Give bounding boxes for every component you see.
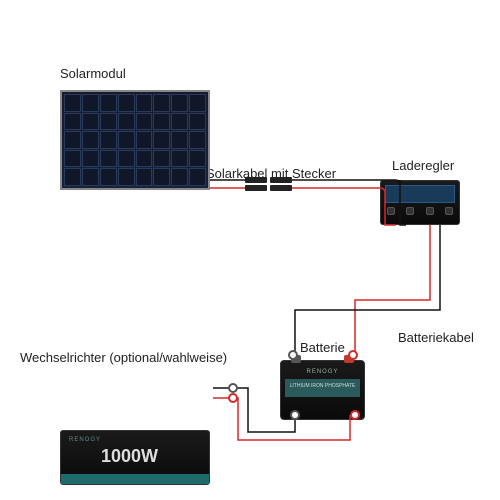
ring-terminal-neg-icon xyxy=(228,383,238,393)
controller-screen xyxy=(385,185,455,203)
controller-label: Laderegler xyxy=(392,158,454,173)
inverter-brand: RENOGY xyxy=(69,437,101,443)
battery-brand: RENOGY xyxy=(281,369,364,375)
ring-terminal-pos-icon xyxy=(348,350,358,360)
charge-controller xyxy=(380,180,460,225)
battery-sublabel: LITHIUM IRON PHOSPHATE xyxy=(285,379,360,397)
ring-terminal-pos-icon xyxy=(350,410,360,420)
inverter-wattage: 1000W xyxy=(101,446,158,467)
ring-terminal-neg-icon xyxy=(290,410,300,420)
ring-terminal-neg-icon xyxy=(288,350,298,360)
solar-panel xyxy=(60,90,210,190)
battery-label: Batterie xyxy=(300,340,345,355)
inverter-label: Wechselrichter (optional/wahlweise) xyxy=(20,350,227,365)
battery-cable-label: Batteriekabel xyxy=(398,330,474,345)
ring-terminal-pos-icon xyxy=(228,393,238,403)
inverter-strip xyxy=(61,474,209,484)
inverter: RENOGY 1000W xyxy=(60,430,210,485)
solar-panel-label: Solarmodul xyxy=(60,66,126,81)
solar-cable-label: Solarkabel mit Stecker xyxy=(206,166,336,181)
controller-buttons xyxy=(381,207,459,215)
